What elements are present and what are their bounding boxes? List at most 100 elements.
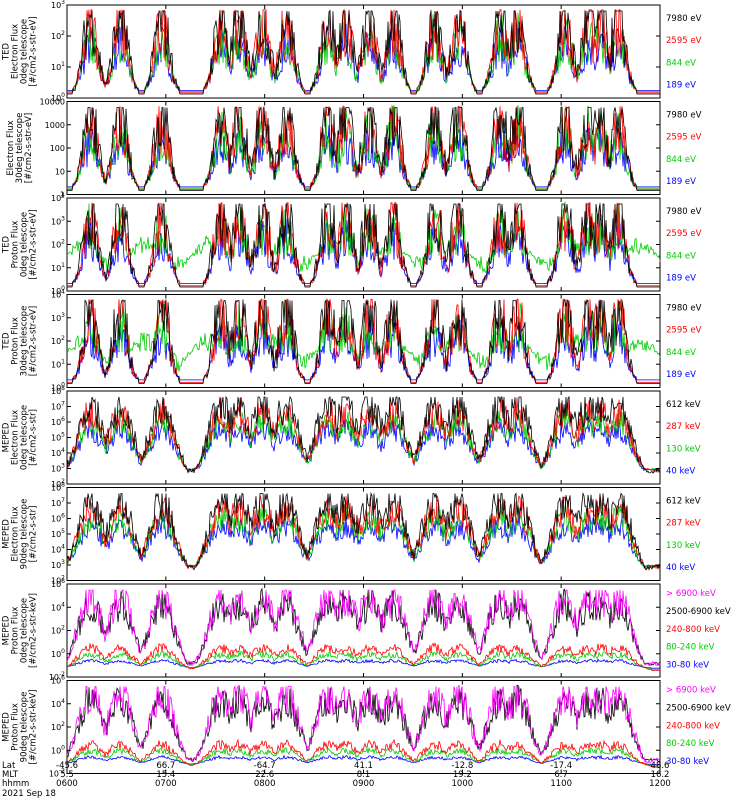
y-tick-label: 10-2 (49, 671, 65, 682)
series-line (67, 299, 660, 384)
legend-entry: > 6900 keV (666, 686, 716, 696)
footer-value: 6.7 (554, 770, 568, 780)
series-line (67, 105, 660, 189)
y-tick-label: 100 (51, 92, 65, 103)
footer-value: 0600 (56, 779, 78, 789)
footer-value: 0700 (155, 779, 177, 789)
panel-5: 102 103 104 105 106 107 108 MEPEDElectron Flux0… (2, 385, 701, 489)
panel-2: 1 10 100 1000 10000 Electron Flux30deg telesc… (6, 98, 702, 200)
footer-value: 66.7 (156, 761, 175, 771)
legend-entry: 7980 eV (666, 111, 702, 121)
panel-ylabel: TEDProton Flux0deg telescope[#/cm2-s-str… (2, 209, 39, 279)
y-tick-label: 102 (51, 478, 65, 489)
legend-entry: 612 keV (666, 497, 701, 507)
y-tick-label: 102 (51, 721, 65, 732)
legend-entry: 287 keV (666, 519, 701, 529)
series-line (67, 106, 660, 191)
legend-entry: 240-800 keV (666, 721, 720, 731)
legend-entry: 40 keV (666, 466, 695, 476)
y-tick-label: 100 (51, 744, 65, 755)
y-tick-label: 102 (51, 239, 65, 250)
footer-value: -12.8 (451, 761, 473, 771)
legend-entry: 30-80 keV (666, 661, 709, 671)
y-tick-label: 107 (51, 401, 65, 412)
footer-value: 19.2 (453, 770, 472, 780)
footer-row-label: MLT (2, 770, 19, 780)
y-tick-label: 108 (51, 482, 65, 493)
legend-entry: > 6900 keV (666, 589, 716, 599)
y-tick-label: 102 (51, 625, 65, 636)
footer-value: 0900 (353, 779, 375, 789)
legend-entry: 844 eV (666, 155, 696, 165)
legend-entry: 189 eV (666, 80, 696, 90)
series-line (66, 395, 661, 474)
y-tick-label: 101 (51, 358, 65, 369)
legend-entry: 844 eV (666, 251, 696, 261)
legend-entry: 7980 eV (666, 207, 702, 217)
y-tick-label: 106 (51, 416, 65, 427)
series-line (66, 491, 661, 571)
y-tick-label: 10000 (40, 98, 65, 107)
y-tick-label: 103 (51, 312, 65, 323)
y-tick-label: 10-2 (49, 768, 65, 779)
y-tick-label: 100 (50, 144, 65, 153)
panel-ylabel: MEPEDElectron Flux90deg telescope[#/cm2-… (2, 499, 39, 570)
footer-value: 8.1 (357, 770, 371, 780)
y-tick-label: 103 (51, 0, 65, 10)
panel-frame (66, 680, 661, 774)
legend-entry: 7980 eV (666, 14, 702, 24)
panel-1: 100 101 102 103 TEDElectron Flux0deg telesco… (2, 0, 702, 103)
legend-entry: 40 keV (666, 563, 695, 573)
legend-entry: 130 keV (666, 444, 701, 454)
y-tick-label: 103 (51, 463, 65, 474)
footer-value: -17.4 (550, 761, 572, 771)
y-tick-label: 103 (51, 215, 65, 226)
panel-3: 100 101 102 103 104 TEDProton Flux0deg telesc… (2, 192, 702, 296)
y-tick-label: 104 (51, 192, 65, 203)
series-line (66, 658, 660, 669)
footer-value: 1200 (649, 779, 671, 789)
legend-entry: 2595 eV (666, 229, 702, 239)
y-tick-label: 1000 (45, 121, 65, 130)
footer-value: 1000 (452, 779, 474, 789)
footer-value: 22.6 (255, 770, 274, 780)
footer-value: 5.5 (60, 770, 74, 780)
legend-entry: 2500-6900 keV (666, 607, 731, 617)
y-tick-label: 102 (51, 335, 65, 346)
legend-entry: 80-240 keV (666, 643, 715, 653)
legend-entry: 189 eV (666, 273, 696, 283)
y-tick-label: 104 (51, 544, 65, 555)
footer-value: 48.6 (651, 761, 670, 771)
series-line (66, 754, 660, 766)
panel-4: 100 101 102 103 104 TEDProton Flux30deg teles… (2, 289, 702, 393)
legend-entry: 240-800 keV (666, 625, 720, 635)
panel-ylabel: TEDProton Flux30deg telescope[#/cm2-s-st… (2, 306, 39, 377)
series-line (67, 649, 660, 670)
y-tick-label: 102 (51, 575, 65, 586)
y-tick-label: 106 (51, 675, 65, 686)
legend-entry: 7980 eV (666, 304, 702, 314)
legend-entry: 189 eV (666, 177, 696, 187)
y-tick-label: 108 (51, 385, 65, 396)
series-line (66, 738, 660, 768)
y-tick-label: 106 (51, 513, 65, 524)
y-tick-label: 105 (51, 528, 65, 539)
series-line (66, 589, 661, 667)
series-line (67, 297, 660, 383)
series-line (66, 685, 661, 764)
panel-ylabel: Electron Flux30deg telescope[#/cm2-s-str… (6, 113, 34, 184)
panel-6: 102 103 104 105 106 107 108 MEPEDElectron Flux9… (2, 482, 701, 586)
y-tick-label: 101 (51, 61, 65, 72)
footer-row-label: hhmm (2, 779, 29, 789)
panel-ylabel: TEDElectron Flux0deg telescope[#/cm2-s-s… (2, 16, 39, 86)
footer-value: 1100 (550, 779, 572, 789)
y-tick-label: 103 (51, 559, 65, 570)
y-tick-label: 100 (51, 285, 65, 296)
y-tick-label: 102 (51, 30, 65, 41)
y-tick-label: 105 (51, 432, 65, 443)
panel-7: 10-2 100 102 104 106 MEPEDProton Flux0deg tel… (2, 578, 731, 682)
footer-value: 15.4 (156, 770, 175, 780)
legend-entry: 30-80 keV (666, 757, 709, 767)
